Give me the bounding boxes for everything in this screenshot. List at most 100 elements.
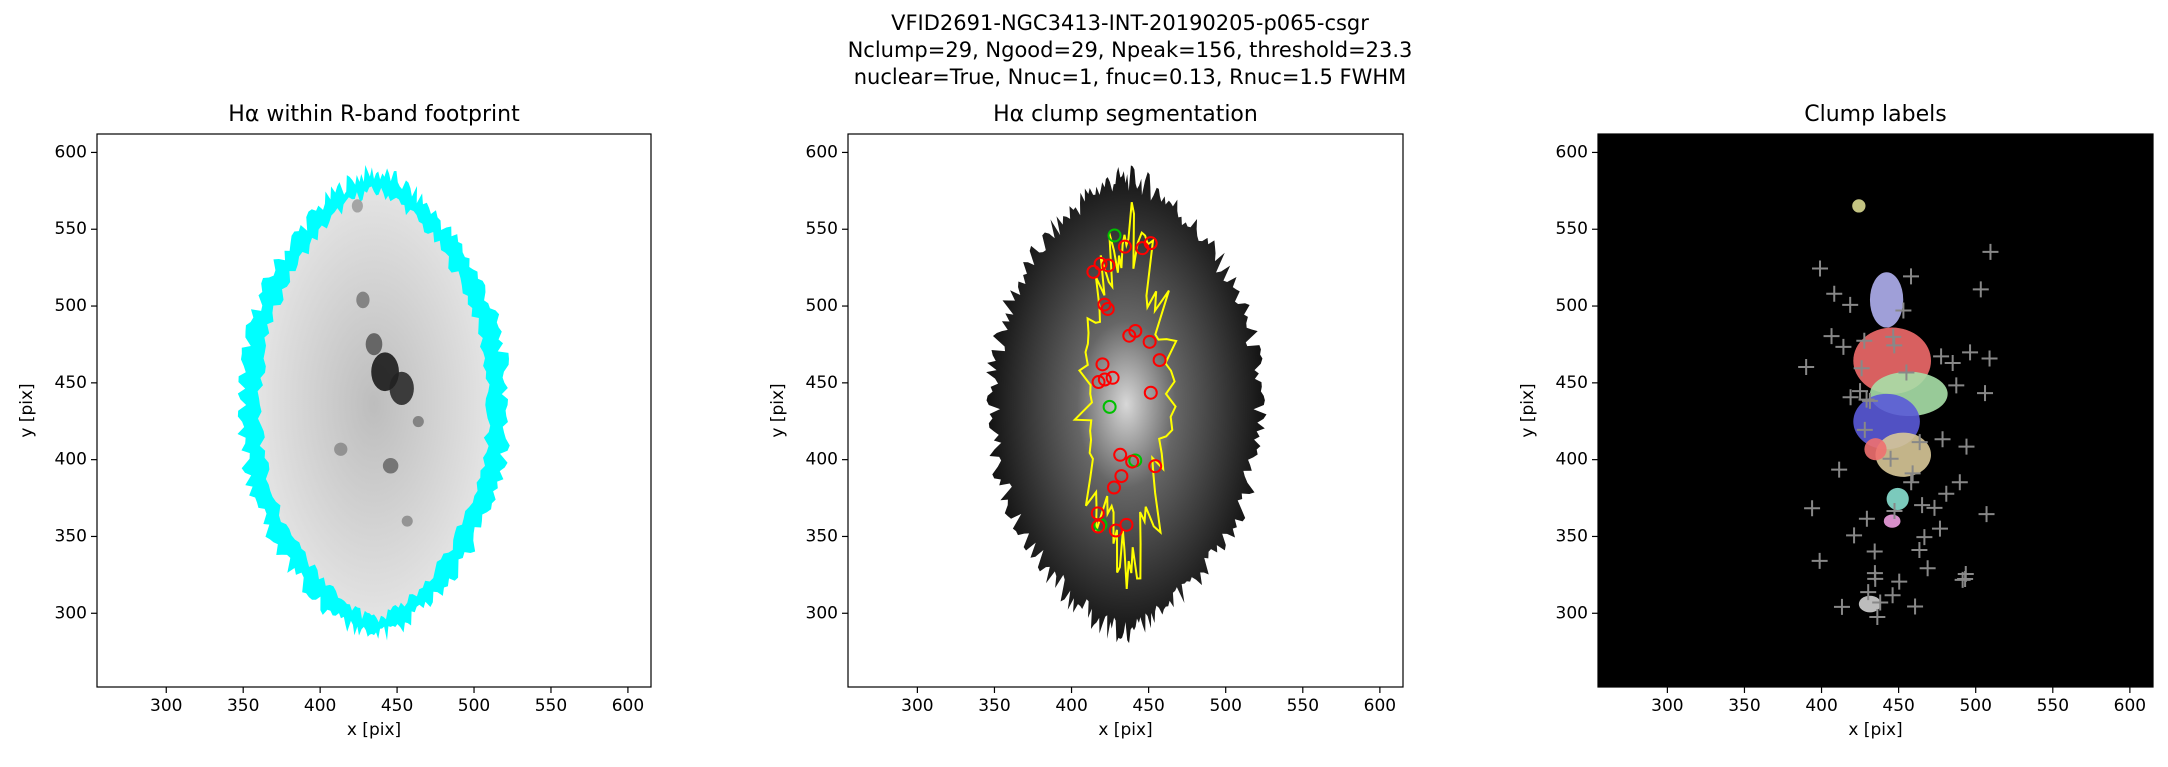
peak-cross bbox=[1903, 268, 1920, 285]
peak-cross bbox=[1886, 337, 1903, 354]
y-tick-label: 350 bbox=[55, 526, 87, 546]
clump-peak bbox=[1093, 256, 1108, 271]
peak-cross bbox=[1856, 332, 1873, 349]
x-tick-label: 400 bbox=[304, 696, 336, 716]
peak-cross bbox=[1812, 260, 1829, 277]
x-tick-label: 300 bbox=[150, 696, 182, 716]
x-tick-label: 600 bbox=[612, 696, 644, 716]
y-tick-label: 550 bbox=[806, 219, 838, 239]
peak-cross bbox=[1938, 485, 1955, 502]
clump-peak bbox=[1119, 517, 1134, 532]
panel-title: Hα within R-band footprint bbox=[228, 102, 520, 127]
x-tick-label: 350 bbox=[227, 696, 259, 716]
clump-blob bbox=[365, 333, 383, 356]
y-tick-label: 400 bbox=[55, 450, 87, 470]
peak-cross bbox=[1958, 438, 1975, 455]
clump-peak bbox=[1142, 334, 1157, 349]
peak-cross bbox=[1835, 338, 1852, 355]
x-tick-label: 500 bbox=[1959, 696, 1991, 716]
peak-cross bbox=[1898, 364, 1915, 381]
x-tick-label: 450 bbox=[1882, 696, 1914, 716]
clump-blob bbox=[334, 442, 348, 456]
y-tick-label: 450 bbox=[1556, 373, 1588, 393]
peak-cross bbox=[1858, 510, 1875, 527]
y-tick-label: 600 bbox=[55, 142, 87, 162]
clump-peak bbox=[1107, 228, 1122, 243]
peak-cross bbox=[1866, 543, 1883, 560]
y-tick-label: 450 bbox=[55, 373, 87, 393]
peak-cross bbox=[1867, 570, 1884, 587]
clump-blob bbox=[382, 458, 399, 474]
clump-peak bbox=[1097, 297, 1112, 312]
y-axis-label: y [pix] bbox=[17, 383, 37, 437]
x-tick-label: 550 bbox=[1287, 696, 1319, 716]
clump-peak bbox=[1107, 480, 1122, 495]
clump-peak bbox=[1091, 375, 1106, 390]
x-tick-label: 300 bbox=[1651, 696, 1683, 716]
peak-cross bbox=[1886, 502, 1903, 519]
peak-cross bbox=[1911, 434, 1928, 451]
peak-cross bbox=[1860, 584, 1877, 601]
peak-cross bbox=[1977, 385, 1994, 402]
x-tick-label: 600 bbox=[2114, 696, 2146, 716]
clump-peak bbox=[1143, 385, 1158, 400]
peak-cross bbox=[1914, 497, 1931, 514]
x-axis-label: x [pix] bbox=[347, 720, 401, 740]
x-tick-label: 450 bbox=[1132, 696, 1164, 716]
x-tick-label: 300 bbox=[901, 696, 933, 716]
x-tick-label: 350 bbox=[1728, 696, 1760, 716]
x-tick-label: 600 bbox=[1364, 696, 1396, 716]
clump-peak bbox=[1114, 469, 1129, 484]
clump-blob bbox=[401, 515, 413, 527]
axes-frame bbox=[1597, 133, 2154, 688]
peak-cross bbox=[1951, 474, 1968, 491]
peak-cross bbox=[1869, 608, 1886, 625]
y-tick-label: 500 bbox=[806, 296, 838, 316]
y-axis-label: y [pix] bbox=[768, 383, 788, 437]
y-tick-label: 400 bbox=[1556, 450, 1588, 470]
y-tick-label: 550 bbox=[55, 219, 87, 239]
clump-peak bbox=[1097, 372, 1112, 387]
image bbox=[986, 165, 1267, 644]
clump-peak bbox=[1090, 506, 1105, 521]
panel: 300 350 400 450 500 550 600 300 350 400 450 500 550 6… bbox=[1518, 102, 2154, 740]
clump-peak bbox=[1105, 370, 1120, 385]
clump-blob bbox=[351, 199, 363, 213]
y-axis-label: y [pix] bbox=[1518, 383, 1538, 437]
clump-label bbox=[1886, 487, 1909, 511]
clump-peak bbox=[1102, 399, 1117, 414]
peak-cross bbox=[1842, 389, 1859, 406]
y-tick-label: 300 bbox=[806, 603, 838, 623]
peak-cross bbox=[1903, 474, 1920, 491]
y-tick-label: 550 bbox=[1556, 219, 1588, 239]
peak-cross bbox=[1853, 360, 1870, 377]
peak-cross bbox=[1833, 598, 1850, 615]
peak-cross bbox=[1972, 281, 1989, 298]
y-tick-label: 400 bbox=[806, 450, 838, 470]
y-tick-label: 300 bbox=[1556, 603, 1588, 623]
y-tick-label: 600 bbox=[1556, 142, 1588, 162]
peak-cross bbox=[1962, 344, 1979, 361]
peak-cross bbox=[1858, 391, 1875, 408]
peak-cross bbox=[1981, 350, 1998, 367]
peak-cross bbox=[1957, 570, 1974, 587]
x-tick-label: 400 bbox=[1805, 696, 1837, 716]
axes-frame bbox=[847, 133, 1404, 688]
axes-frame bbox=[96, 133, 652, 688]
peak-cross bbox=[1852, 383, 1869, 400]
halpha bbox=[986, 165, 1267, 644]
panel: 300 350 400 450 500 550 600 300 350 400 450 500 550 6… bbox=[17, 102, 652, 740]
clump-peak bbox=[1143, 236, 1158, 251]
peak-cross bbox=[1982, 243, 1999, 260]
y-tick-label: 500 bbox=[1556, 296, 1588, 316]
clump-peak bbox=[1152, 353, 1167, 368]
y-tick-label: 500 bbox=[55, 296, 87, 316]
x-tick-label: 500 bbox=[1209, 696, 1241, 716]
clump-peak bbox=[1086, 264, 1101, 279]
y-tick-label: 350 bbox=[806, 526, 838, 546]
y-tick-label: 450 bbox=[806, 373, 838, 393]
peak-cross bbox=[1904, 465, 1921, 482]
contour bbox=[1072, 201, 1178, 590]
peak-cross bbox=[1856, 421, 1873, 438]
peak-cross bbox=[1891, 573, 1908, 590]
